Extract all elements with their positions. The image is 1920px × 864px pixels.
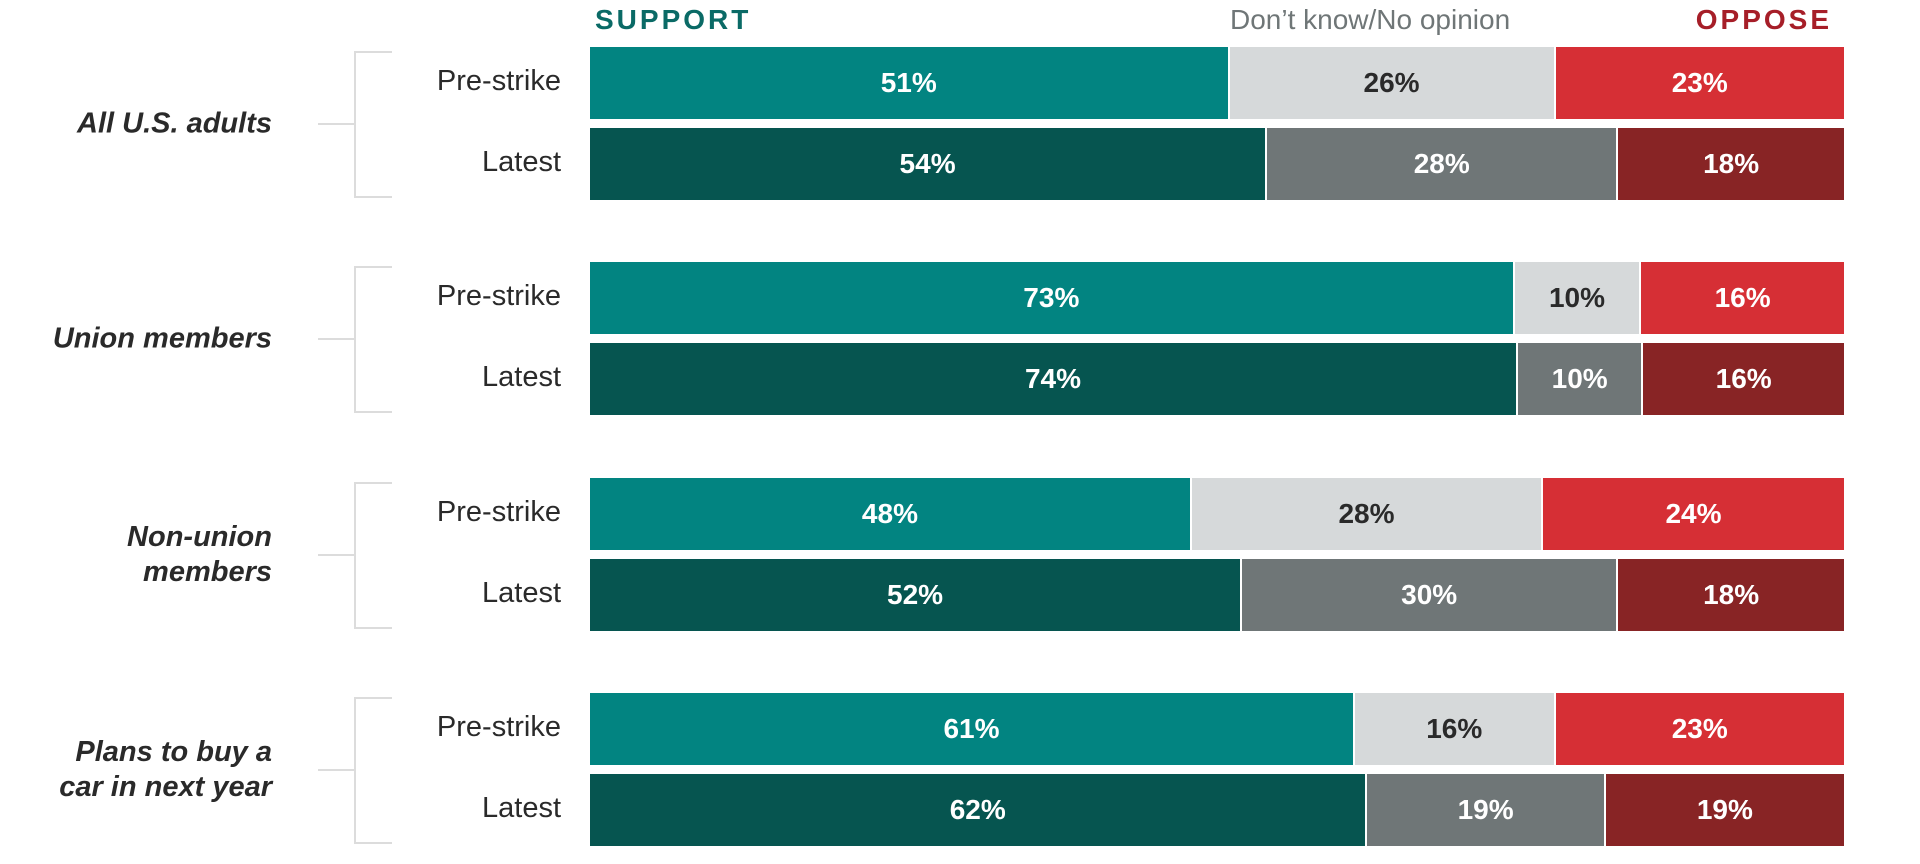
segment-value-label: 52% bbox=[887, 579, 944, 610]
segment-value-label: 16% bbox=[1426, 713, 1483, 744]
bar-segment-support: 54% bbox=[590, 128, 1268, 200]
bar-segment-oppose: 24% bbox=[1543, 478, 1844, 550]
segment-value-label: 73% bbox=[1023, 282, 1080, 313]
segment-value-label: 54% bbox=[899, 148, 956, 179]
segment-value-label: 18% bbox=[1703, 148, 1760, 179]
segment-value-label: 30% bbox=[1401, 579, 1458, 610]
bar-segment-dont-know: 28% bbox=[1191, 478, 1544, 550]
segment-value-label: 74% bbox=[1024, 363, 1081, 394]
segment-value-label: 10% bbox=[1548, 282, 1605, 313]
group-label: Union members bbox=[52, 322, 272, 354]
row-label: Latest bbox=[482, 577, 561, 609]
legend-support: SUPPORT bbox=[595, 4, 752, 35]
bar-segment-oppose: 23% bbox=[1555, 693, 1844, 765]
segment-value-label: 24% bbox=[1665, 498, 1722, 529]
bar-segment-dont-know: 26% bbox=[1229, 47, 1556, 119]
group-label: Non-union members bbox=[127, 520, 272, 588]
segment-value-label: 48% bbox=[861, 498, 918, 529]
segment-value-label: 62% bbox=[949, 794, 1006, 825]
segment-value-label: 19% bbox=[1696, 794, 1753, 825]
group-label: All U.S. adults bbox=[77, 107, 272, 139]
bracket-connector bbox=[318, 768, 354, 771]
bracket-connector bbox=[318, 337, 354, 340]
bar-segment-oppose: 19% bbox=[1605, 774, 1844, 846]
row-label: Pre-strike bbox=[436, 496, 561, 528]
bar-segment-dont-know: 28% bbox=[1267, 128, 1619, 200]
stacked-bar: 62% 19% 19% bbox=[590, 774, 1844, 846]
stacked-bar: 48% 28% 24% bbox=[590, 478, 1844, 550]
bracket-connector bbox=[318, 122, 354, 125]
stacked-bar: 74% 10% 16% bbox=[590, 343, 1844, 415]
segment-value-label: 28% bbox=[1413, 148, 1470, 179]
row-label: Pre-strike bbox=[436, 280, 561, 312]
bar-segment-oppose: 23% bbox=[1555, 47, 1844, 119]
stacked-bar: 51% 26% 23% bbox=[590, 47, 1844, 119]
stacked-bar: 61% 16% 23% bbox=[590, 693, 1844, 765]
legend: SUPPORT Don’t know/No opinion OPPOSE bbox=[587, 0, 1834, 40]
bar-segment-support: 51% bbox=[590, 47, 1230, 119]
row-label: Latest bbox=[482, 792, 561, 824]
stacked-bar: 73% 10% 16% bbox=[590, 262, 1844, 334]
bar-segment-oppose: 16% bbox=[1643, 343, 1844, 415]
row-label: Pre-strike bbox=[436, 65, 561, 97]
bar-segment-dont-know: 16% bbox=[1354, 693, 1556, 765]
legend-oppose: OPPOSE bbox=[1695, 4, 1832, 35]
segment-value-label: 19% bbox=[1457, 794, 1514, 825]
segment-value-label: 10% bbox=[1551, 363, 1608, 394]
group-bracket bbox=[354, 482, 392, 629]
segment-value-label: 28% bbox=[1338, 498, 1395, 529]
segment-value-label: 16% bbox=[1715, 363, 1772, 394]
bar-segment-support: 74% bbox=[590, 343, 1518, 415]
segment-value-label: 16% bbox=[1714, 282, 1771, 313]
bar-segment-oppose: 18% bbox=[1618, 559, 1844, 631]
bar-segment-support: 52% bbox=[590, 559, 1243, 631]
stacked-bar: 54% 28% 18% bbox=[590, 128, 1844, 200]
bar-segment-oppose: 18% bbox=[1618, 128, 1844, 200]
segment-value-label: 51% bbox=[880, 67, 937, 98]
segment-value-label: 26% bbox=[1363, 67, 1420, 98]
legend-dont-know: Don’t know/No opinion bbox=[1230, 4, 1511, 35]
segment-value-label: 18% bbox=[1703, 579, 1760, 610]
bar-segment-dont-know: 10% bbox=[1517, 343, 1644, 415]
bar-segment-support: 61% bbox=[590, 693, 1355, 765]
bar-segment-dont-know: 30% bbox=[1242, 559, 1619, 631]
group-label: Plans to buy a car in next year bbox=[59, 735, 272, 803]
bar-segment-support: 48% bbox=[590, 478, 1192, 550]
stacked-bar: 52% 30% 18% bbox=[590, 559, 1844, 631]
row-label: Latest bbox=[482, 146, 561, 178]
row-label: Latest bbox=[482, 361, 561, 393]
group-bracket bbox=[354, 266, 392, 413]
row-label: Pre-strike bbox=[436, 711, 561, 743]
bar-segment-dont-know: 10% bbox=[1514, 262, 1642, 334]
segment-value-label: 23% bbox=[1671, 713, 1728, 744]
bar-segment-support: 73% bbox=[590, 262, 1515, 334]
segment-value-label: 23% bbox=[1671, 67, 1728, 98]
bar-segment-dont-know: 19% bbox=[1367, 774, 1606, 846]
group-bracket bbox=[354, 51, 392, 198]
segment-value-label: 61% bbox=[943, 713, 1000, 744]
group-bracket bbox=[354, 697, 392, 844]
bar-segment-support: 62% bbox=[590, 774, 1368, 846]
bar-segment-oppose: 16% bbox=[1641, 262, 1844, 334]
bracket-connector bbox=[318, 553, 354, 556]
